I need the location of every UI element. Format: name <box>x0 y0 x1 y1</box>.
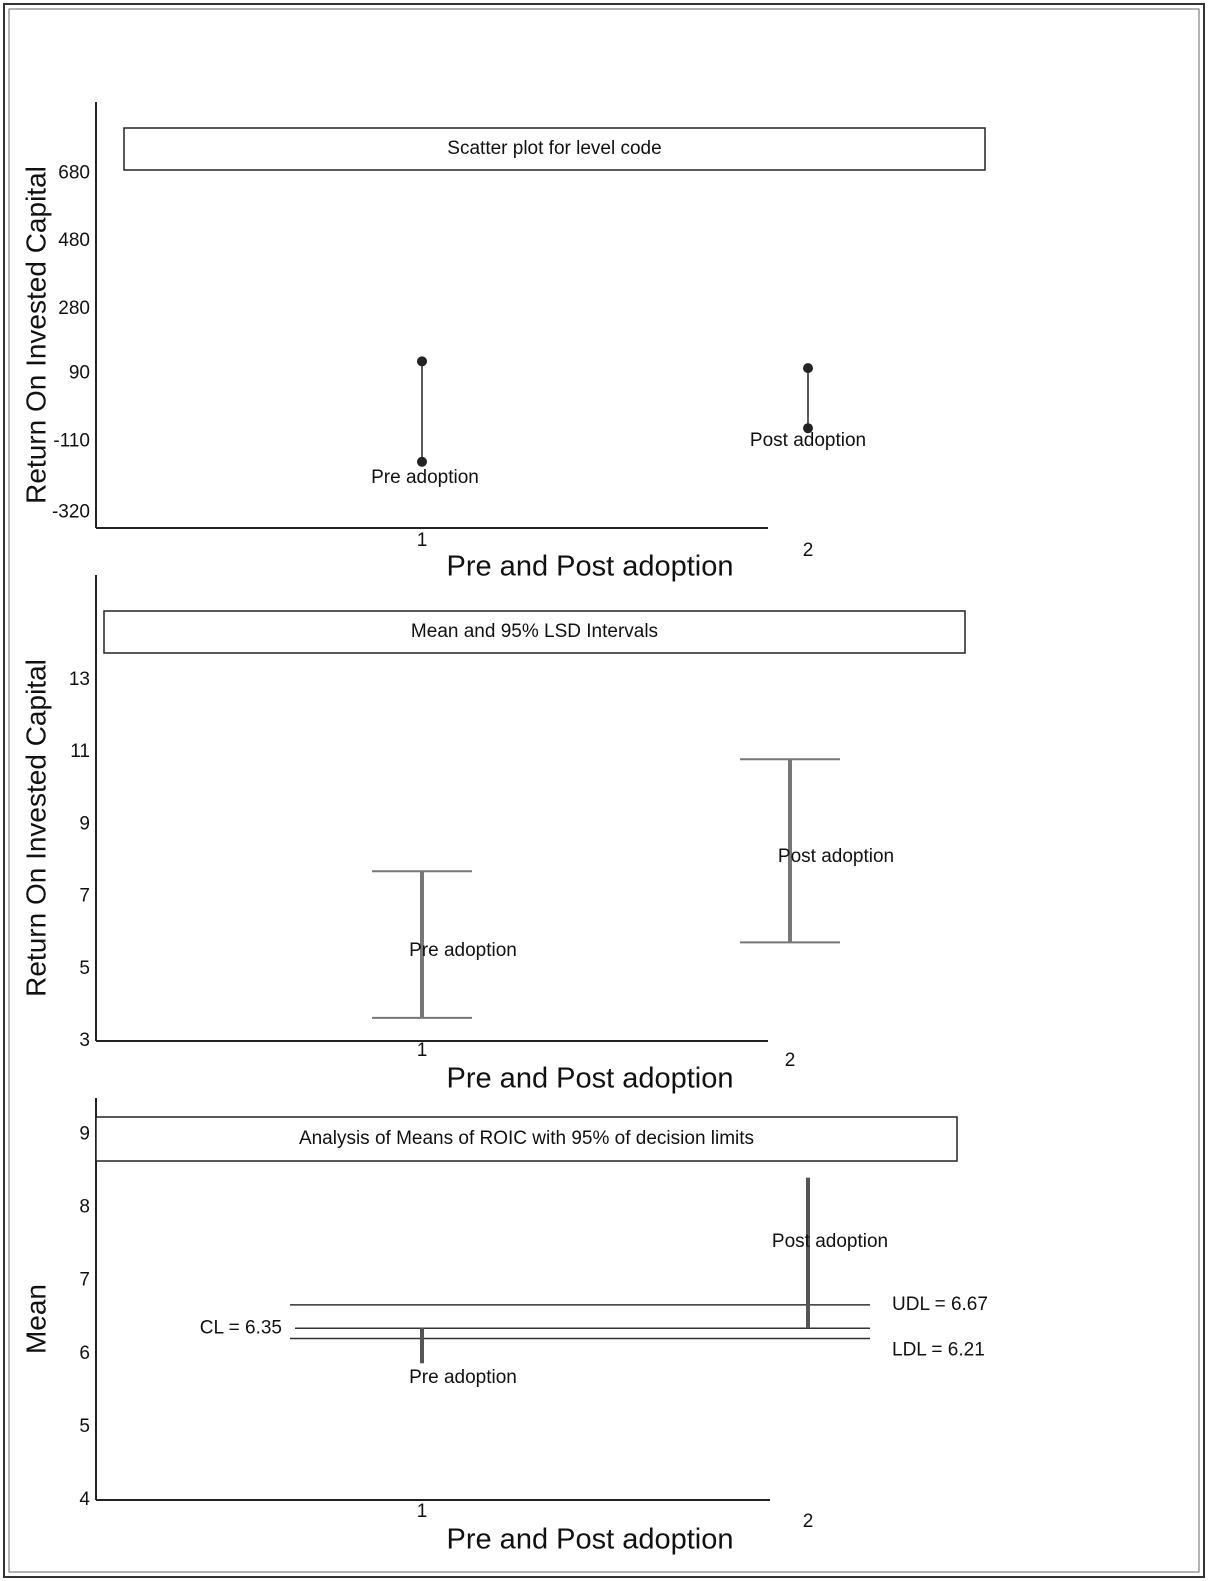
y-tick-label: 480 <box>58 230 90 251</box>
x-tick-label: 2 <box>803 1511 814 1532</box>
y-tick-label: -320 <box>52 502 90 523</box>
y-tick-label: 9 <box>79 813 90 834</box>
y-tick-label: 280 <box>58 298 90 319</box>
high-point <box>417 356 427 367</box>
y-tick-label: 6 <box>79 1343 90 1364</box>
y-tick-label: 7 <box>79 1270 90 1291</box>
frame <box>3 3 1205 1578</box>
high-point <box>803 363 813 374</box>
limit-label: LDL = 6.21 <box>892 1339 985 1360</box>
y-tick-label: 8 <box>79 1197 90 1218</box>
low-point <box>417 456 427 467</box>
y-tick-label: 90 <box>69 363 90 384</box>
limit-label: UDL = 6.67 <box>892 1294 988 1315</box>
chart-title: Analysis of Means of ROIC with 95% of de… <box>299 1128 754 1149</box>
y-tick-label: 3 <box>79 1030 90 1051</box>
x-axis-label: Pre and Post adoption <box>447 1063 734 1095</box>
point-label: Post adoption <box>750 430 866 451</box>
y-axis-label: Mean <box>20 1284 51 1354</box>
y-tick-label: 13 <box>69 669 90 690</box>
chart-title: Mean and 95% LSD Intervals <box>411 621 658 642</box>
x-tick-label: 1 <box>417 1501 428 1522</box>
y-axis-label: Return On Invested Capital <box>20 166 51 504</box>
low-point <box>803 423 813 434</box>
x-axis-label: Pre and Post adoption <box>447 551 734 583</box>
point-label: Pre adoption <box>409 1367 517 1388</box>
limit-label: CL = 6.35 <box>200 1317 282 1338</box>
x-tick-label: 1 <box>417 530 428 551</box>
point-label: Post adoption <box>772 1231 888 1252</box>
x-tick-label: 1 <box>417 1040 428 1061</box>
point-label: Pre adoption <box>371 467 479 488</box>
x-tick-label: 2 <box>803 540 814 561</box>
title-box <box>123 127 986 171</box>
y-tick-label: 5 <box>79 958 90 979</box>
y-tick-label: 680 <box>58 162 90 183</box>
frame-inner <box>8 8 1200 1573</box>
y-tick-label: 5 <box>79 1416 90 1437</box>
y-axis-label: Return On Invested Capital <box>20 659 51 997</box>
x-tick-label: 2 <box>785 1050 796 1071</box>
y-tick-label: -110 <box>53 430 90 451</box>
y-tick-label: 4 <box>79 1489 90 1510</box>
title-box <box>103 610 966 654</box>
chart-title: Scatter plot for level code <box>447 138 661 159</box>
x-axis-label: Pre and Post adoption <box>447 1524 734 1556</box>
y-tick-label: 7 <box>79 886 90 907</box>
y-tick-label: 11 <box>70 741 90 762</box>
point-label: Pre adoption <box>409 940 517 961</box>
point-label: Post adoption <box>778 846 894 867</box>
y-tick-label: 9 <box>79 1124 90 1145</box>
title-box <box>95 1116 958 1162</box>
